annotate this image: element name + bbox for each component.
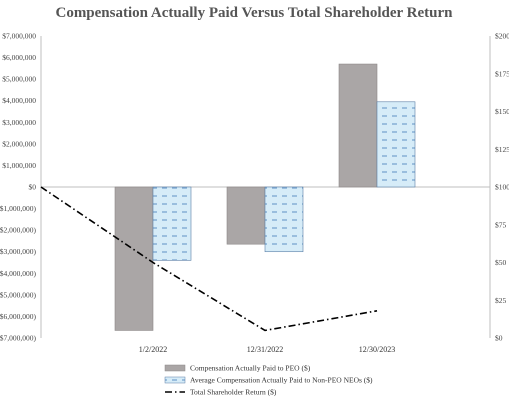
bar-non-peo	[376, 101, 416, 188]
right-tick-label: $150	[495, 107, 509, 116]
bar-peo	[338, 63, 378, 188]
left-tick-label: $2,000,000	[2, 139, 36, 148]
right-tick-label: $200	[495, 32, 509, 41]
left-axis-ticks: $7,000,000 $6,000,000 $5,000,000 $4,000,000…	[0, 32, 36, 343]
legend-swatch-peo	[164, 364, 186, 372]
legend-label: Total Shareholder Return ($)	[190, 388, 277, 397]
left-tick-label: $0	[29, 183, 37, 192]
bar-non-peo	[152, 186, 192, 261]
chart-title: Compensation Actually Paid Versus Total …	[55, 5, 453, 21]
tsr-line	[40, 186, 378, 332]
bars	[114, 63, 416, 331]
left-tick-label: ($4,000,000)	[0, 269, 36, 278]
tsr-polyline	[40, 186, 378, 332]
left-tick-label: ($7,000,000)	[0, 334, 36, 343]
left-tick-label: $3,000,000	[2, 118, 36, 127]
right-tick-label: $25	[495, 296, 507, 305]
right-tick-label: $175	[495, 69, 509, 78]
legend-label: Compensation Actually Paid to PEO ($)	[190, 364, 311, 373]
left-tick-label: $6,000,000	[2, 53, 36, 62]
left-tick-label: ($2,000,000)	[0, 226, 36, 235]
left-tick-label: ($5,000,000)	[0, 290, 36, 299]
bar-non-peo	[264, 186, 304, 253]
category-label: 12/30/2023	[359, 345, 395, 354]
right-tick-label: $75	[495, 220, 507, 229]
left-tick-label: $1,000,000	[2, 161, 36, 170]
left-tick-label: $4,000,000	[2, 96, 36, 105]
left-tick-label: ($6,000,000)	[0, 312, 36, 321]
legend-label: Average Compensation Actually Paid to No…	[190, 376, 373, 385]
category-label: 1/2/2022	[139, 345, 167, 354]
right-tick-label: $100	[495, 183, 509, 192]
right-tick-label: $125	[495, 145, 509, 154]
right-tick-label: $50	[495, 258, 507, 267]
legend-swatch-non-peo	[164, 376, 186, 384]
category-labels: 1/2/2022 12/31/2022 12/30/2023	[139, 345, 395, 354]
category-label: 12/31/2022	[247, 345, 283, 354]
legend: Compensation Actually Paid to PEO ($) Ave…	[164, 364, 373, 397]
left-tick-label: $7,000,000	[2, 32, 36, 41]
left-tick-label: $5,000,000	[2, 75, 36, 84]
right-axis-ticks: $200 $175 $150 $125 $100 $75 $50 $25 $0	[495, 32, 509, 343]
left-tick-label: ($1,000,000)	[0, 204, 36, 213]
left-tick-label: ($3,000,000)	[0, 247, 36, 256]
bar-peo	[226, 186, 266, 245]
bar-peo	[114, 186, 154, 331]
right-tick-label: $0	[495, 334, 503, 343]
